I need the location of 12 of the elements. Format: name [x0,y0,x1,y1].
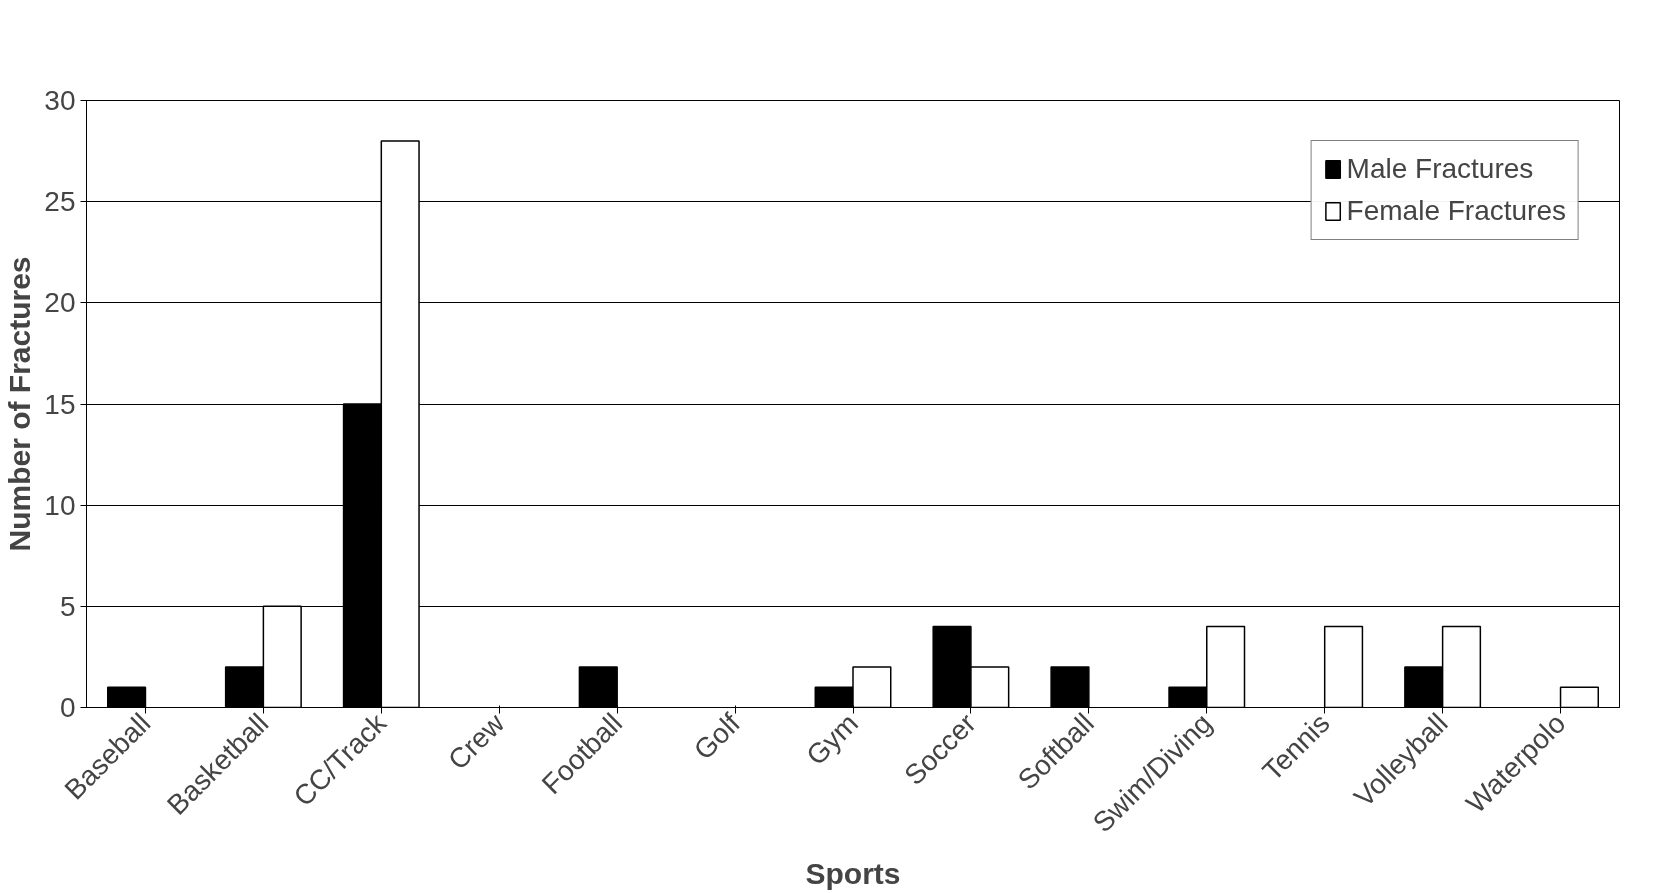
x-tick-label: Golf [687,707,747,766]
x-tick-label: Gym [800,707,864,772]
y-tick-label: 25 [44,186,76,218]
y-tick-label: 20 [44,287,76,319]
y-tick-label: 30 [44,85,76,116]
y-tick-label: 15 [44,388,76,420]
x-axis-title: Sports [805,857,901,891]
legend-label: Male Fractures [1346,153,1534,185]
legend-label: Female Fractures [1346,195,1566,227]
y-tick-label: 5 [59,590,76,622]
y-axis-title: Number of Fractures [3,256,37,552]
y-tick-label: 10 [44,489,76,521]
